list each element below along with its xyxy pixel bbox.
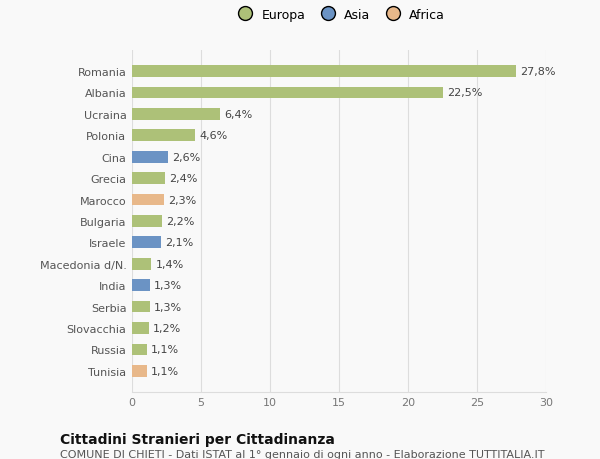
Text: 4,6%: 4,6% [200, 131, 228, 141]
Text: 2,3%: 2,3% [168, 195, 196, 205]
Text: 2,6%: 2,6% [172, 152, 200, 162]
Text: 6,4%: 6,4% [224, 110, 253, 120]
Bar [132, 216, 163, 227]
Bar [132, 301, 150, 313]
Bar [132, 173, 165, 185]
Bar [132, 194, 164, 206]
Text: 27,8%: 27,8% [520, 67, 555, 77]
Legend: Europa, Asia, Africa: Europa, Asia, Africa [233, 9, 445, 22]
Text: 2,4%: 2,4% [169, 174, 197, 184]
Text: 22,5%: 22,5% [446, 88, 482, 98]
Bar [132, 237, 161, 249]
Text: COMUNE DI CHIETI - Dati ISTAT al 1° gennaio di ogni anno - Elaborazione TUTTITAL: COMUNE DI CHIETI - Dati ISTAT al 1° genn… [60, 449, 545, 459]
Text: 1,1%: 1,1% [151, 366, 179, 376]
Bar [132, 130, 196, 142]
Bar [132, 258, 151, 270]
Text: 2,2%: 2,2% [167, 217, 195, 226]
Text: 1,2%: 1,2% [152, 323, 181, 333]
Bar [132, 109, 220, 121]
Text: 1,3%: 1,3% [154, 302, 182, 312]
Bar [132, 66, 515, 78]
Bar [132, 280, 150, 291]
Bar [132, 365, 147, 377]
Text: 1,4%: 1,4% [155, 259, 184, 269]
Bar [132, 151, 168, 163]
Text: 1,3%: 1,3% [154, 280, 182, 291]
Bar [132, 344, 147, 356]
Bar [132, 87, 443, 99]
Text: Cittadini Stranieri per Cittadinanza: Cittadini Stranieri per Cittadinanza [60, 432, 335, 446]
Bar [132, 322, 149, 334]
Text: 1,1%: 1,1% [151, 345, 179, 355]
Text: 2,1%: 2,1% [165, 238, 193, 248]
